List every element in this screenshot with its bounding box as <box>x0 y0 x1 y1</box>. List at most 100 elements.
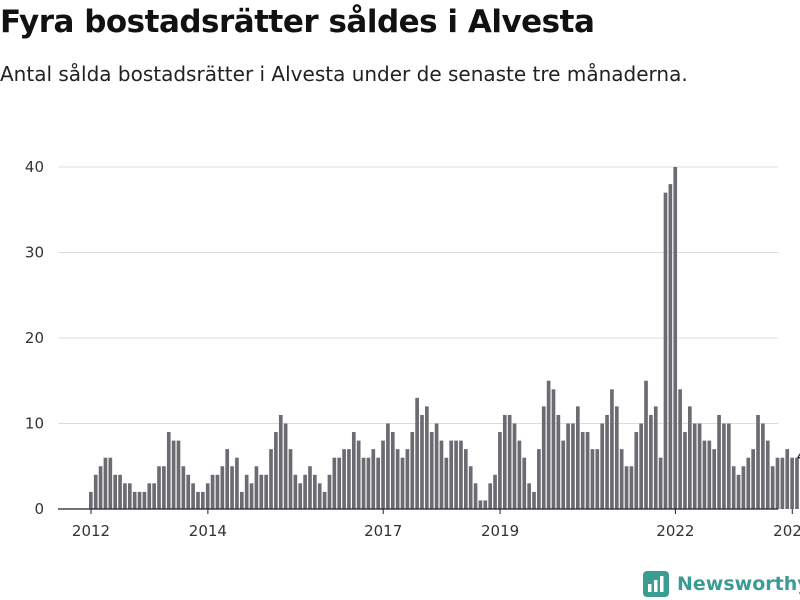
bar <box>327 474 332 509</box>
x-tick-label: 2012 <box>72 522 110 540</box>
bar <box>517 440 522 509</box>
bar <box>425 406 429 509</box>
bar <box>123 483 127 509</box>
bar <box>127 483 132 509</box>
y-tick-label: 20 <box>25 329 44 347</box>
bar <box>420 414 424 509</box>
bar <box>181 466 186 509</box>
bar <box>239 491 244 509</box>
bar <box>93 474 98 509</box>
x-tick-label: 2022 <box>656 522 694 540</box>
bar <box>775 457 780 509</box>
bar <box>317 483 322 509</box>
bar <box>395 449 400 509</box>
bar <box>765 440 770 509</box>
bar <box>269 449 273 509</box>
bar <box>741 466 746 509</box>
last-value-label: 4 <box>797 446 800 465</box>
bar <box>795 457 799 509</box>
y-tick-label: 0 <box>34 500 44 518</box>
bar <box>230 466 234 509</box>
brand-name: Newsworthy <box>677 573 800 595</box>
bar <box>171 440 176 509</box>
bar <box>566 423 570 509</box>
bar <box>780 457 785 509</box>
bar <box>429 432 434 509</box>
bar <box>103 457 108 509</box>
bar <box>619 449 624 509</box>
bar <box>478 500 483 509</box>
bar <box>605 414 609 509</box>
bar <box>390 432 395 509</box>
bar <box>546 380 551 509</box>
bar <box>507 414 512 509</box>
bar <box>488 483 493 509</box>
bar <box>132 491 137 509</box>
bar <box>459 440 463 509</box>
bar <box>736 474 741 509</box>
bar <box>415 397 419 509</box>
bar <box>113 474 118 509</box>
bar <box>702 440 707 509</box>
bar <box>274 432 278 509</box>
bar <box>473 483 478 509</box>
bar <box>707 440 712 509</box>
bar <box>405 449 410 509</box>
bar <box>590 449 595 509</box>
bar <box>220 466 225 509</box>
bar <box>673 167 678 509</box>
bar <box>595 449 600 509</box>
bar <box>337 457 342 509</box>
bar <box>356 440 361 509</box>
bar <box>692 423 697 509</box>
bar <box>688 406 692 509</box>
bar <box>166 432 171 509</box>
brand-logo: Newsworthy <box>643 569 800 599</box>
bar <box>585 432 590 509</box>
bar <box>551 389 556 509</box>
bar <box>629 466 634 509</box>
bar <box>322 491 327 509</box>
bar <box>751 449 755 509</box>
bar <box>770 466 775 509</box>
bar <box>663 192 668 509</box>
bar <box>298 483 303 509</box>
bar <box>376 457 380 509</box>
bar <box>512 423 517 509</box>
bar <box>410 432 415 509</box>
bar <box>746 457 751 509</box>
bar <box>556 414 561 509</box>
bar <box>361 457 366 509</box>
bar <box>308 466 312 509</box>
bar <box>152 483 156 509</box>
bar <box>201 491 205 509</box>
x-tick-label: 2019 <box>481 522 519 540</box>
bar <box>386 423 390 509</box>
bar <box>381 440 385 509</box>
bar <box>351 432 356 509</box>
bar <box>254 466 259 509</box>
bar <box>186 474 191 509</box>
bar <box>249 483 254 509</box>
bar <box>678 389 682 509</box>
bar <box>449 440 454 509</box>
bar <box>726 423 731 509</box>
bar <box>137 491 142 509</box>
bar <box>722 423 726 509</box>
newsworthy-logo-icon <box>643 571 669 597</box>
bar <box>468 466 473 509</box>
bar <box>210 474 215 509</box>
bar <box>303 474 307 509</box>
bar <box>683 432 687 509</box>
bar <box>225 449 230 509</box>
bar <box>176 440 181 509</box>
chart-subtitle: Antal sålda bostadsrätter i Alvesta unde… <box>0 62 688 86</box>
bar <box>215 474 220 509</box>
bar <box>761 423 765 509</box>
bar <box>571 423 575 509</box>
bar <box>756 414 760 509</box>
x-tick-label: 2024 <box>773 522 800 540</box>
x-tick-label: 2014 <box>189 522 227 540</box>
bar <box>108 457 113 509</box>
bar <box>639 423 643 509</box>
